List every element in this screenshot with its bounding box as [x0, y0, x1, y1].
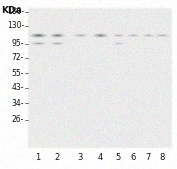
Text: 95-: 95-: [12, 40, 24, 49]
Text: KDa: KDa: [1, 6, 22, 15]
Text: 5: 5: [115, 152, 121, 162]
Text: 180-: 180-: [7, 7, 24, 17]
Text: 72-: 72-: [12, 54, 24, 63]
Text: 130-: 130-: [7, 21, 24, 30]
Text: 1: 1: [35, 152, 41, 162]
Text: 3: 3: [77, 152, 83, 162]
Text: 4: 4: [97, 152, 103, 162]
Text: 43-: 43-: [12, 83, 24, 92]
Text: 2: 2: [54, 152, 60, 162]
Text: 34-: 34-: [12, 99, 24, 107]
Text: 55-: 55-: [12, 68, 24, 78]
Text: 7: 7: [145, 152, 151, 162]
Text: 26-: 26-: [12, 115, 24, 125]
Text: 8: 8: [159, 152, 165, 162]
Text: 6: 6: [130, 152, 136, 162]
